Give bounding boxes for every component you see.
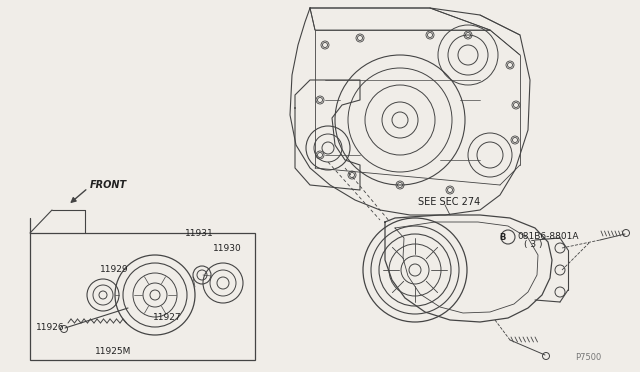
Text: 11929: 11929 bbox=[100, 266, 129, 275]
Text: 11926: 11926 bbox=[36, 324, 65, 333]
Text: 081B6-8801A: 081B6-8801A bbox=[517, 231, 579, 241]
Text: B: B bbox=[499, 232, 505, 241]
Text: ( 3 ): ( 3 ) bbox=[524, 240, 543, 248]
Text: 11931: 11931 bbox=[185, 228, 214, 237]
Text: FRONT: FRONT bbox=[90, 180, 127, 190]
Text: SEE SEC 274: SEE SEC 274 bbox=[418, 197, 480, 207]
Text: 11925M: 11925M bbox=[95, 347, 131, 356]
Text: P7500: P7500 bbox=[575, 353, 601, 362]
Text: 11930: 11930 bbox=[213, 244, 242, 253]
Text: 11927: 11927 bbox=[153, 312, 182, 321]
